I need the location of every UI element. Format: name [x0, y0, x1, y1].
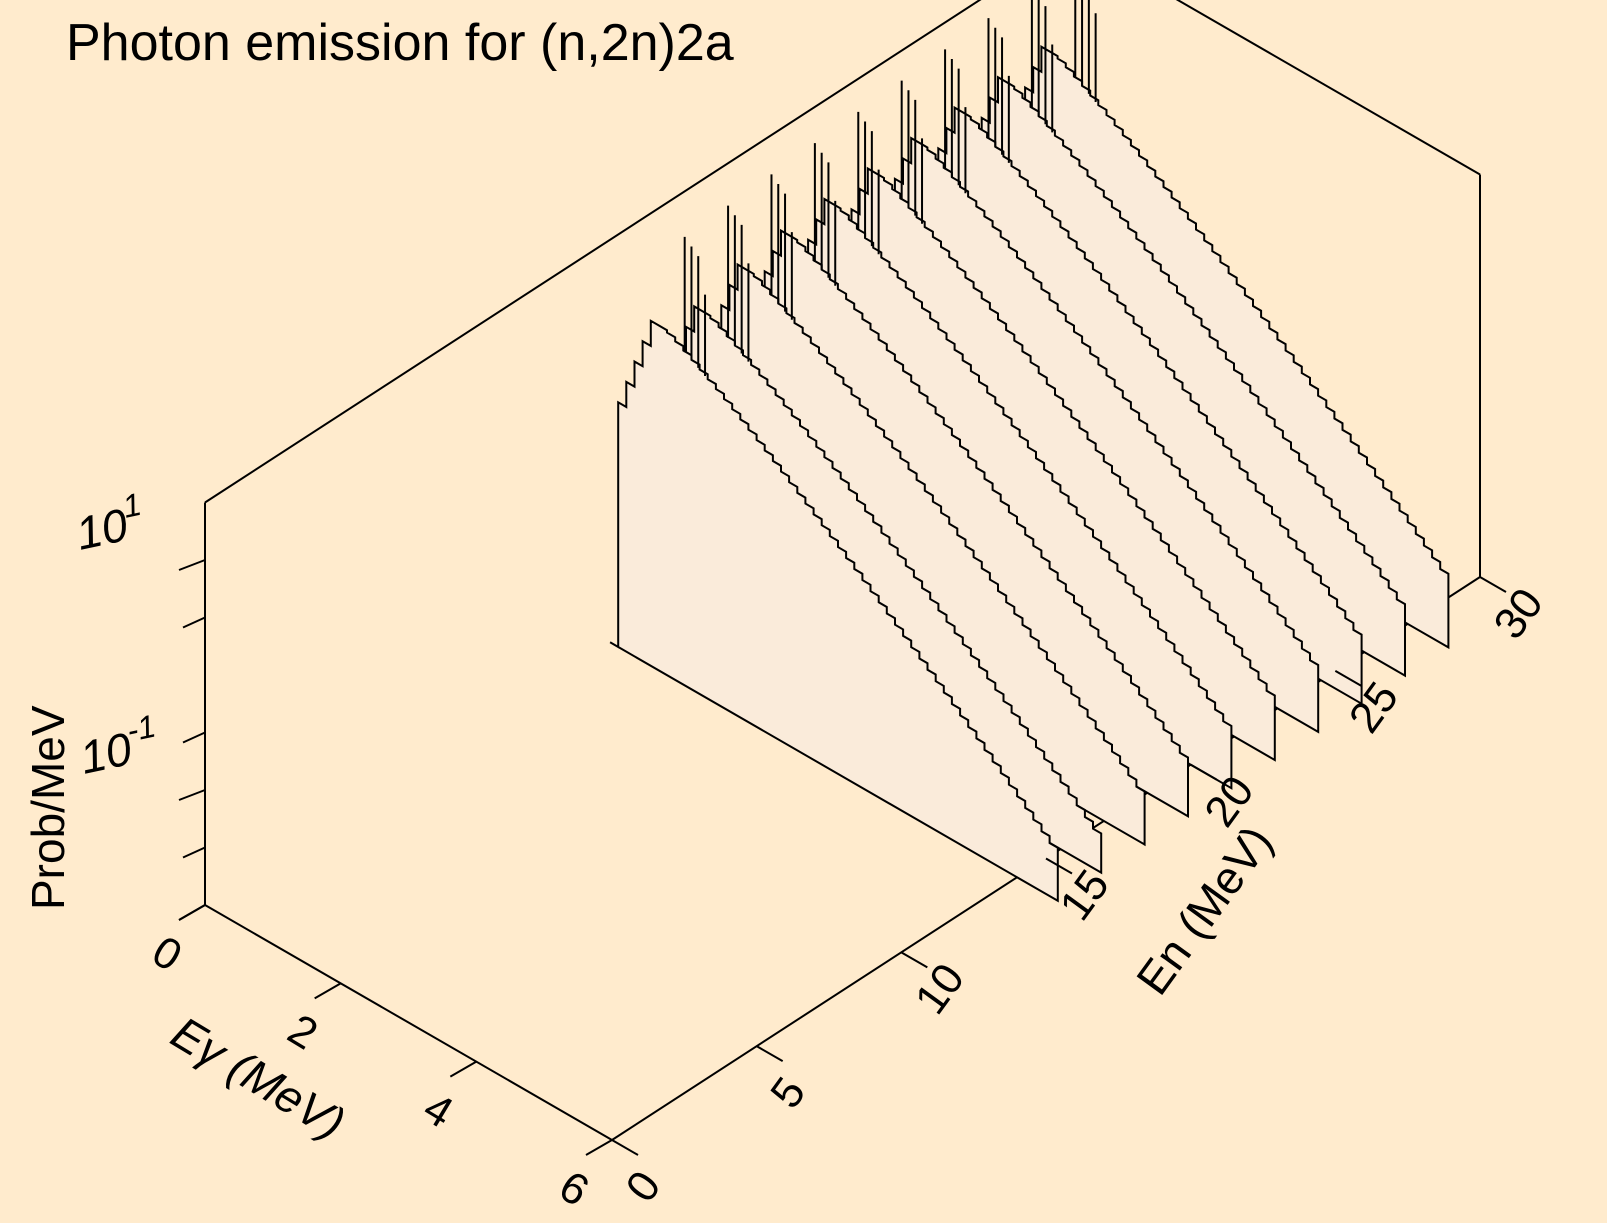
slice-area-En-21.5 [826, 166, 1276, 762]
slice-En-20 [782, 111, 1233, 790]
slice-area-En-20 [782, 197, 1233, 790]
z-tick-label-10e1: 101 [69, 486, 149, 560]
slice-En-21.5 [826, 80, 1276, 762]
z-tick-origin [178, 904, 206, 921]
x-tick-2 [314, 982, 342, 1000]
y-tick-0 [611, 1139, 639, 1156]
data-slices [609, 0, 1450, 903]
slice-En-17 [696, 174, 1146, 847]
back-top-edge [1175, 0, 1481, 176]
slice-En-27.5 [999, 0, 1450, 650]
back-left-top-edge [204, 0, 982, 504]
z-tick-2 [182, 731, 206, 744]
slice-area-En-23 [869, 136, 1320, 734]
z-tick-4 [178, 559, 206, 571]
z-tick-3 [182, 616, 206, 629]
x-tick-6 [585, 1139, 613, 1156]
y-tick-25 [1334, 669, 1362, 687]
slice-En-26 [956, 0, 1406, 678]
z-axis-label: Prob/MeV [22, 705, 74, 910]
slice-En-14 [609, 236, 1059, 903]
chart-title: Photon emission for (n,2n)2a [66, 14, 734, 72]
slice-area-En-18.5 [739, 228, 1189, 819]
x-tick-4 [449, 1060, 477, 1078]
slice-area-En-26 [956, 75, 1406, 678]
slice-area-En-27.5 [999, 44, 1450, 650]
x-axis-line [204, 904, 613, 1141]
y-tick-10 [900, 951, 928, 969]
slice-En-23 [869, 49, 1320, 734]
z-tick-label-10e-1: 10-1 [73, 708, 164, 784]
z-tick-0 [182, 846, 206, 859]
z-tick-1 [178, 789, 206, 801]
slice-area-En-24.5 [912, 105, 1363, 706]
y-tick-30 [1479, 576, 1507, 593]
y-tick-5 [756, 1045, 784, 1063]
slice-En-24.5 [912, 18, 1363, 706]
slice-En-18.5 [739, 143, 1189, 819]
y-tick-15 [1045, 857, 1073, 875]
y-tick-20 [1190, 763, 1218, 781]
